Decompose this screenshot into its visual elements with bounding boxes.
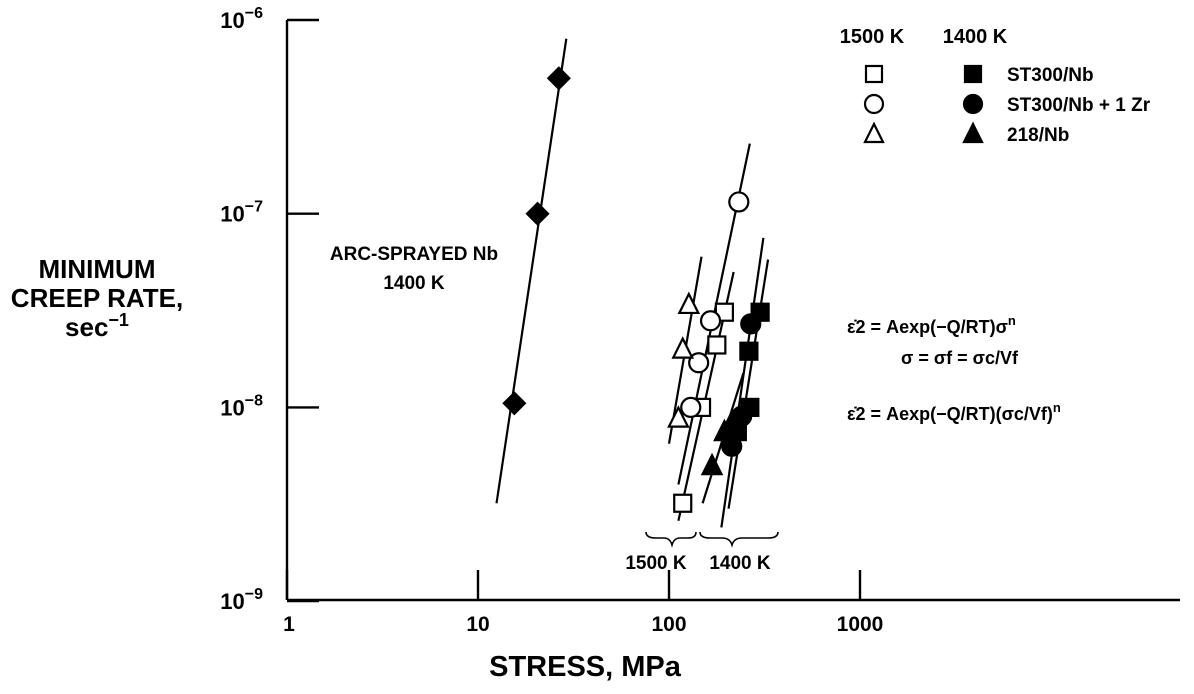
axes: 10−6 10−7 10−8 10−9 1 10 100 1000 <box>220 5 1180 636</box>
equation-2: σ = σf = σc/Vf <box>901 348 1019 368</box>
x-tick-label: 100 <box>651 613 686 636</box>
data-point-diamond <box>525 201 550 226</box>
data-point-diamond <box>546 66 571 91</box>
x-tick-label: 10 <box>466 613 489 636</box>
y-axis-title-line-1: MINIMUM <box>39 254 156 284</box>
fit-line <box>727 259 770 509</box>
legend-header: 1400 K <box>943 26 1008 48</box>
y-tick-label: 10−7 <box>220 199 263 227</box>
fit-line <box>495 38 568 504</box>
data-point-circle <box>728 191 750 213</box>
legend-label: ST300/Nb + 1 Zr <box>1007 95 1151 116</box>
legend: 1500 K 1400 K ST300/Nb ST300/Nb + 1 Zr 218/N… <box>840 26 1151 146</box>
data-point-circle <box>680 396 702 418</box>
data-point-triangle <box>721 408 744 431</box>
legend-header: 1500 K <box>840 26 905 48</box>
y-axis-title-line-3: sec−1 <box>65 310 129 342</box>
y-axis-unit: sec <box>65 312 108 342</box>
legend-marker-circle-filled <box>962 93 984 115</box>
y-tick-label: 10−9 <box>220 586 263 614</box>
legend-label: ST300/Nb <box>1007 65 1094 86</box>
bracket-1500k <box>645 531 697 548</box>
legend-label: 218/Nb <box>1007 125 1069 146</box>
bracket-1400k <box>699 531 779 548</box>
y-axis-title-line-2: CREEP RATE, <box>11 283 183 313</box>
data-point-diamond <box>502 391 527 416</box>
y-axis-unit-exponent: −1 <box>108 310 129 330</box>
data-point-square <box>673 493 693 513</box>
data-point-triangle <box>671 336 695 359</box>
equation-3: ε̇2 = Aexp(−Q/RT)(σc/Vf)n <box>847 400 1061 424</box>
data-markers <box>502 66 770 513</box>
legend-marker-circle-open <box>863 93 885 115</box>
equation-1-exponent: n <box>1008 313 1016 328</box>
y-tick-label: 10−8 <box>220 392 263 420</box>
legend-marker-triangle-open <box>863 121 885 144</box>
legend-marker-square-open <box>864 64 884 84</box>
x-tick-label: 1000 <box>837 613 884 636</box>
y-tick-label: 10−6 <box>220 5 263 33</box>
data-point-square <box>707 335 727 355</box>
equation-3-exponent: n <box>1053 400 1061 415</box>
x-axis-title: STRESS, MPa <box>489 651 682 683</box>
data-point-triangle <box>677 291 701 315</box>
fit-line <box>720 237 765 528</box>
equation-1: ε̇2 = Aexp(−Q/RT)σn <box>847 313 1016 337</box>
legend-marker-triangle-filled <box>962 121 984 144</box>
legend-marker-square-filled <box>963 64 983 84</box>
data-point-triangle <box>700 452 724 476</box>
x-tick-label: 1 <box>283 613 295 636</box>
equation-1-text: ε̇2 = Aexp(−Q/RT)σ <box>847 317 1008 337</box>
arc-sprayed-label: ARC-SPRAYED Nb <box>330 244 498 265</box>
data-point-triangle <box>667 405 690 428</box>
equation-3-text: ε̇2 = Aexp(−Q/RT)(σc/Vf) <box>847 404 1053 424</box>
bracket-1500k-label: 1500 K <box>625 553 687 574</box>
data-point-circle <box>688 352 710 374</box>
bracket-1400k-label: 1400 K <box>709 553 771 574</box>
data-point-square <box>739 341 759 361</box>
data-point-circle <box>740 313 762 335</box>
data-point-circle <box>699 310 722 332</box>
arc-sprayed-temp-label: 1400 K <box>383 273 445 294</box>
